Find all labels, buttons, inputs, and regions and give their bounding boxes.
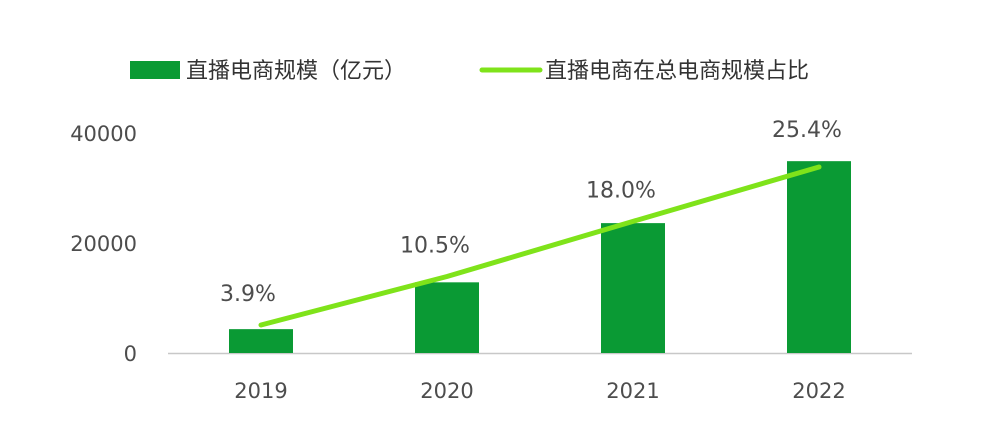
legend: 直播电商规模（亿元） 直播电商在总电商规模占比: [130, 59, 809, 84]
x-axis: 2019 2020 2021 2022: [168, 352, 912, 403]
x-tick-label: 2020: [420, 379, 473, 403]
y-axis: 0 20000 40000: [70, 122, 137, 366]
bar: [229, 329, 293, 353]
data-label: 25.4%: [772, 118, 842, 143]
data-label: 18.0%: [586, 178, 656, 203]
bar: [601, 223, 665, 353]
x-tick-label: 2021: [606, 379, 659, 403]
bar: [787, 161, 851, 353]
legend-bar-label: 直播电商规模（亿元）: [186, 59, 406, 84]
data-label: 3.9%: [220, 282, 276, 307]
y-tick-label: 20000: [70, 232, 137, 256]
y-tick-label: 40000: [70, 122, 137, 146]
data-label: 10.5%: [400, 233, 470, 258]
legend-line-label: 直播电商在总电商规模占比: [545, 59, 809, 84]
bars: [229, 161, 851, 353]
legend-bar-swatch: [130, 61, 180, 79]
bar: [415, 282, 479, 353]
share-line: [258, 164, 822, 328]
x-tick-label: 2022: [792, 379, 845, 403]
data-labels: 3.9% 10.5% 18.0% 25.4%: [220, 118, 842, 307]
line-layer: [258, 164, 822, 328]
x-tick-label: 2019: [234, 379, 287, 403]
y-tick-label: 0: [124, 342, 137, 366]
